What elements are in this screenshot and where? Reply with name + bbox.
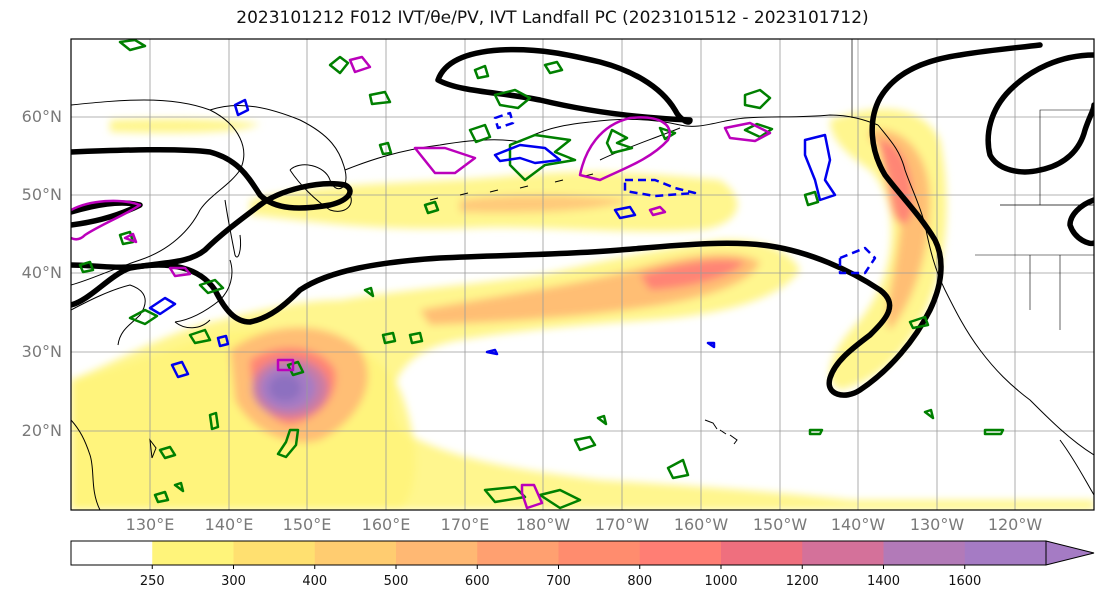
colorbar-tick-label: 1000 (704, 574, 738, 589)
ivt-shading (71, 108, 1094, 510)
landfall-contours (71, 55, 772, 510)
lon-label: 120°W (987, 515, 1043, 534)
colorbar-tick-label: 500 (383, 574, 409, 589)
colorbar-cell (233, 541, 316, 565)
lat-label: 30°N (21, 342, 62, 361)
lat-label: 50°N (21, 185, 62, 204)
colorbar-frame (70, 540, 1047, 566)
theta-e-neg-contours (148, 98, 877, 379)
colorbar-tick-label: 1400 (866, 574, 901, 589)
lat-label: 20°N (21, 421, 62, 440)
lon-label: 130°E (125, 515, 175, 534)
colorbar-cell (71, 541, 153, 565)
lon-label: 140°W (830, 515, 886, 534)
map-frame (70, 38, 1095, 511)
lon-label: 170°E (440, 515, 490, 534)
colorbar-tick-label: 600 (464, 574, 490, 589)
colorbar-cell (558, 541, 641, 565)
lon-label: 150°E (282, 515, 332, 534)
lon-label: 160°E (361, 515, 411, 534)
colorbar-tick-label: 800 (627, 574, 653, 589)
colorbar-tick-label: 1600 (948, 574, 982, 589)
pv-contours (71, 42, 1094, 398)
graticule (71, 39, 1094, 510)
lon-label: 160°W (673, 515, 729, 534)
colorbar-tick-label: 1200 (785, 574, 819, 589)
lon-label: 140°E (204, 515, 254, 534)
colorbar-extend-arrow (1045, 540, 1095, 566)
colorbar-cell (152, 541, 234, 565)
coastlines (71, 39, 1094, 510)
colorbar-cell (802, 541, 884, 565)
colorbar-cell (721, 541, 803, 565)
lat-label: 40°N (21, 263, 62, 282)
lat-label: 60°N (21, 107, 62, 126)
colorbar-tick-label: 400 (302, 574, 328, 589)
lon-label: 180°W (515, 515, 571, 534)
colorbar (70, 540, 1095, 569)
map-title: 2023101212 F012 IVT/θe/PV, IVT Landfall … (236, 8, 869, 28)
theta-e-pos-contours (78, 39, 1005, 510)
colorbar-tick-label: 250 (139, 574, 165, 589)
lon-label: 150°W (752, 515, 808, 534)
colorbar-cell (883, 541, 966, 565)
lon-label: 170°W (594, 515, 650, 534)
colorbar-tick-label: 300 (221, 574, 246, 589)
lon-label: 130°W (909, 515, 965, 534)
colorbar-cell (964, 541, 1047, 565)
colorbar-cell (477, 541, 559, 565)
colorbar-cell (314, 541, 397, 565)
colorbar-tick-label: 700 (546, 574, 571, 589)
colorbar-cell (396, 541, 478, 565)
colorbar-cell (639, 541, 722, 565)
